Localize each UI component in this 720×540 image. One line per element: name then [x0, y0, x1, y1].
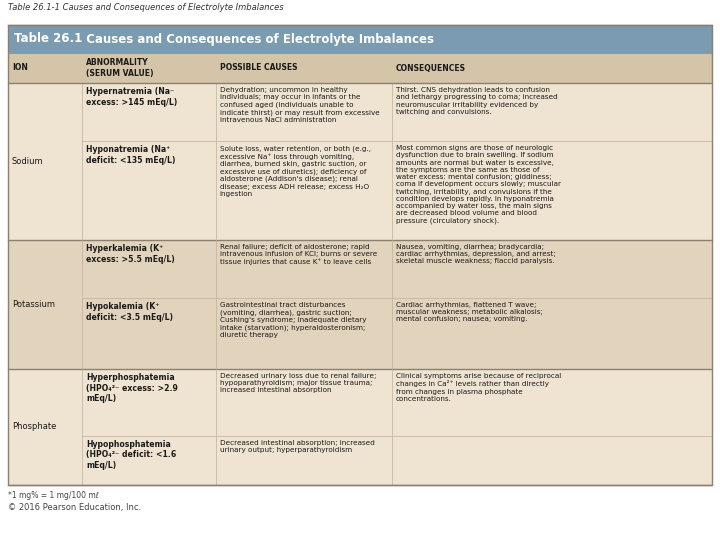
Text: Hyperphosphatemia
(HPO₄²⁻ excess: >2.9
mEq/L): Hyperphosphatemia (HPO₄²⁻ excess: >2.9 m…: [86, 373, 178, 403]
Bar: [8, 25, 712, 485]
Text: Solute loss, water retention, or both (e.g.,
excessive Na⁺ loss through vomiting: Solute loss, water retention, or both (e…: [220, 145, 371, 197]
Text: ABNORMALITY
(SERUM VALUE): ABNORMALITY (SERUM VALUE): [86, 58, 153, 78]
Text: ION: ION: [12, 64, 28, 72]
Text: Sodium: Sodium: [12, 157, 44, 166]
Text: Hyperkalemia (K⁺
excess: >5.5 mEq/L): Hyperkalemia (K⁺ excess: >5.5 mEq/L): [86, 244, 175, 264]
Text: Dehydration; uncommon in healthy
individuals; may occur in infants or the
confus: Dehydration; uncommon in healthy individ…: [220, 87, 379, 123]
Text: © 2016 Pearson Education, Inc.: © 2016 Pearson Education, Inc.: [8, 503, 141, 512]
Text: CONSEQUENCES: CONSEQUENCES: [396, 64, 466, 72]
Text: Phosphate: Phosphate: [12, 422, 56, 431]
Text: Decreased intestinal absorption; increased
urinary output; hyperparathyroidism: Decreased intestinal absorption; increas…: [220, 440, 374, 453]
Text: Renal failure; deficit of aldosterone; rapid
intravenous infusion of KCl; burns : Renal failure; deficit of aldosterone; r…: [220, 244, 377, 265]
Bar: [8, 240, 712, 298]
Text: Thirst. CNS dehydration leads to confusion
and lethargy progressing to coma; inc: Thirst. CNS dehydration leads to confusi…: [396, 87, 557, 115]
Text: Nausea, vomiting, diarrhea; bradycardia;
cardiac arrhythmias, depression, and ar: Nausea, vomiting, diarrhea; bradycardia;…: [396, 244, 555, 265]
Bar: [8, 141, 712, 240]
Bar: [8, 83, 712, 141]
Text: Hypokalemia (K⁺
deficit: <3.5 mEq/L): Hypokalemia (K⁺ deficit: <3.5 mEq/L): [86, 302, 173, 322]
Text: *1 mg% = 1 mg/100 mℓ: *1 mg% = 1 mg/100 mℓ: [8, 491, 99, 500]
Text: Decreased urinary loss due to renal failure;
hypoparathyroidism; major tissue tr: Decreased urinary loss due to renal fail…: [220, 373, 376, 394]
Text: Cardiac arrhythmias, flattened T wave;
muscular weakness; metabolic alkalosis;
m: Cardiac arrhythmias, flattened T wave; m…: [396, 302, 543, 322]
Text: Most common signs are those of neurologic
dysfunction due to brain swelling. If : Most common signs are those of neurologi…: [396, 145, 561, 224]
Text: Hypophosphatemia
(HPO₄²⁻ deficit: <1.6
mEq/L): Hypophosphatemia (HPO₄²⁻ deficit: <1.6 m…: [86, 440, 176, 470]
Text: Table 26.1-1 Causes and Consequences of Electrolyte Imbalances: Table 26.1-1 Causes and Consequences of …: [8, 3, 284, 12]
Text: Clinical symptoms arise because of reciprocal
changes in Ca²⁺ levels rather than: Clinical symptoms arise because of recip…: [396, 373, 561, 402]
Text: Gastrointestinal tract disturbances
(vomiting, diarrhea), gastric suction;
Cushi: Gastrointestinal tract disturbances (vom…: [220, 302, 366, 338]
Bar: [8, 436, 712, 485]
Text: Hypernatremia (Na⁻
excess: >145 mEq/L): Hypernatremia (Na⁻ excess: >145 mEq/L): [86, 87, 177, 107]
Text: POSSIBLE CAUSES: POSSIBLE CAUSES: [220, 64, 297, 72]
Text: Table 26.1: Table 26.1: [14, 32, 82, 45]
Bar: [8, 298, 712, 369]
Text: Potassium: Potassium: [12, 300, 55, 309]
Bar: [8, 53, 712, 83]
Bar: [8, 25, 712, 53]
Bar: [8, 369, 712, 436]
Text: Hyponatremia (Na⁺
deficit: <135 mEq/L): Hyponatremia (Na⁺ deficit: <135 mEq/L): [86, 145, 175, 165]
Text: Causes and Consequences of Electrolyte Imbalances: Causes and Consequences of Electrolyte I…: [78, 32, 434, 45]
